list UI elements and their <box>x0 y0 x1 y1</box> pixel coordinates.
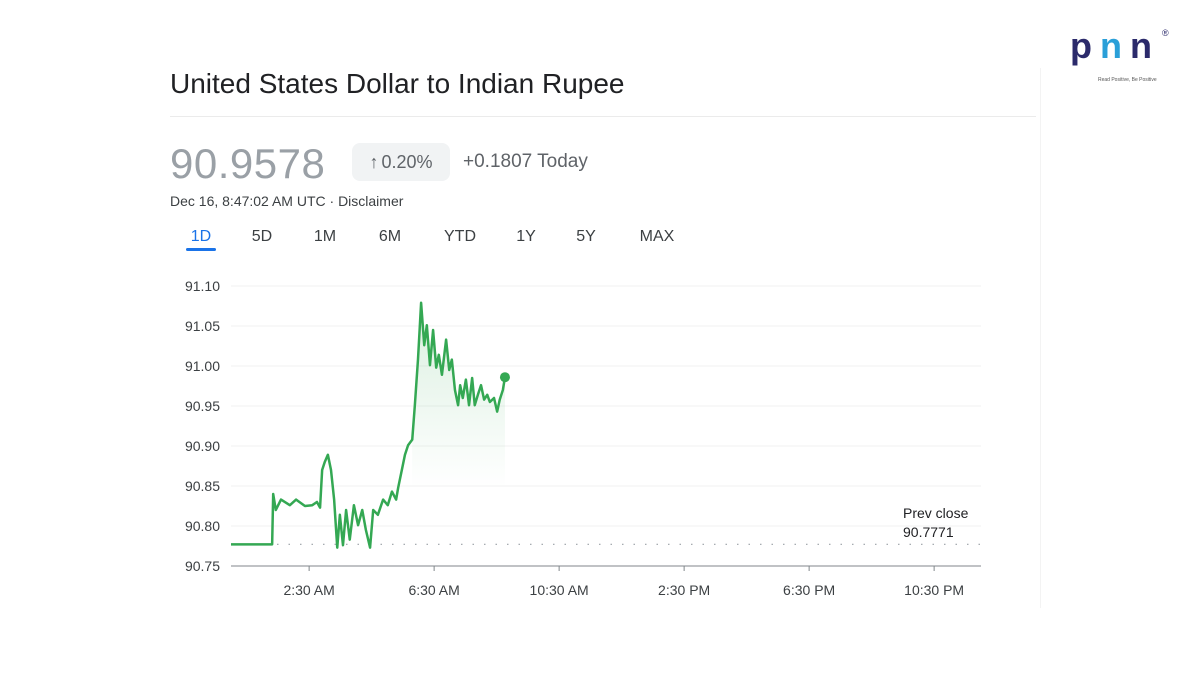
x-tick-label: 10:30 AM <box>529 582 589 598</box>
active-tab-indicator <box>186 248 216 251</box>
y-tick-label: 91.00 <box>184 358 220 374</box>
prev-close-label: Prev close 90.7771 <box>903 504 968 542</box>
tab-1m[interactable]: 1M <box>313 228 337 245</box>
svg-text:n: n <box>1130 26 1152 66</box>
tab-1y[interactable]: 1Y <box>516 228 536 245</box>
current-point-marker <box>499 372 510 383</box>
tab-5d[interactable]: 5D <box>251 228 273 245</box>
svg-text:p: p <box>1070 26 1092 66</box>
svg-text:n: n <box>1100 26 1122 66</box>
x-tick-label: 2:30 PM <box>658 582 711 598</box>
price-value: 90.9578 <box>170 140 326 187</box>
svg-text:Read Positive, Be Positive: Read Positive, Be Positive <box>1098 77 1157 83</box>
prev-close-value: 90.7771 <box>903 524 954 540</box>
x-tick-label: 2:30 AM <box>283 582 335 598</box>
svg-text:®: ® <box>1162 28 1169 38</box>
arrow-up-icon: ↑ <box>369 151 379 172</box>
tab-1d[interactable]: 1D <box>190 228 212 245</box>
divider <box>1040 68 1041 608</box>
divider <box>170 116 1036 117</box>
tab-5y[interactable]: 5Y <box>576 228 596 245</box>
y-tick-label: 90.90 <box>184 438 220 454</box>
series-line <box>231 301 507 549</box>
percent-change-badge: ↑ 0.20% <box>352 143 450 181</box>
absolute-change: +0.1807 Today <box>463 151 588 172</box>
prev-close-title: Prev close <box>903 505 969 521</box>
y-tick-label: 90.95 <box>184 398 220 414</box>
x-tick-label: 6:30 PM <box>783 582 836 598</box>
y-tick-label: 91.05 <box>184 318 220 334</box>
tab-6m[interactable]: 6M <box>378 228 402 245</box>
x-tick-label: 6:30 AM <box>408 582 460 598</box>
x-tick-label: 10:30 PM <box>904 582 965 598</box>
y-tick-label: 90.75 <box>184 558 220 574</box>
timestamp[interactable]: Dec 16, 8:47:02 AM UTC · Disclaimer <box>170 193 404 209</box>
percent-change: 0.20% <box>381 151 433 172</box>
y-tick-label: 90.85 <box>184 478 220 494</box>
page-title: United States Dollar to Indian Rupee <box>170 68 625 99</box>
y-tick-label: 91.10 <box>184 278 220 294</box>
area-fill <box>412 302 505 488</box>
tab-ytd[interactable]: YTD <box>444 228 476 245</box>
y-tick-label: 90.80 <box>184 518 220 534</box>
pnn-logo: p n n ® Read Positive, Be Positive <box>1070 25 1180 91</box>
tab-max[interactable]: MAX <box>639 228 675 245</box>
